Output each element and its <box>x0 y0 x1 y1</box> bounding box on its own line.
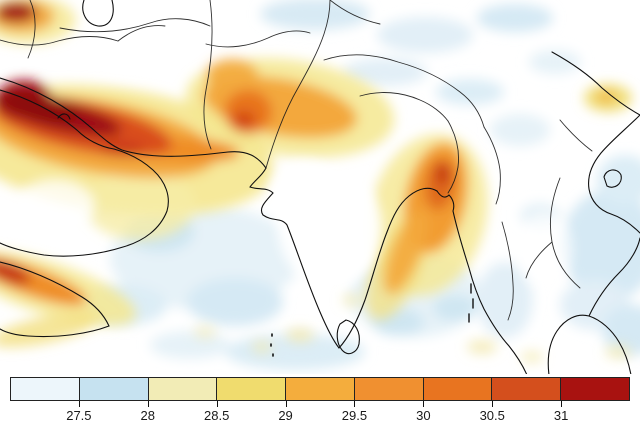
persian-gulf-north-coast <box>0 77 267 169</box>
colorbar-segment <box>147 378 217 400</box>
colorbar: 27.5 28 28.5 29 29.5 30 30.5 31 <box>0 374 640 427</box>
colorbar-tick-label: 29.5 <box>341 408 368 423</box>
persian-gulf-south-coast <box>0 89 115 150</box>
maldives-dots <box>270 333 274 357</box>
colorbar-bar <box>10 377 630 401</box>
horn-of-africa-coast <box>0 261 110 338</box>
sri-lanka-coast <box>336 319 360 355</box>
colorbar-tick <box>561 401 563 407</box>
arabian-peninsula-coast <box>0 148 169 257</box>
hainan-island-coast <box>603 169 622 188</box>
colorbar-tick <box>285 401 287 407</box>
neutral-land-masks <box>15 26 573 288</box>
colorbar-segment <box>216 378 286 400</box>
colorbar-segment <box>560 378 630 400</box>
colorbar-tick-label: 28 <box>140 408 155 423</box>
colorbar-tick <box>216 401 218 407</box>
gulf-of-tonkin-coast <box>588 114 640 234</box>
colorbar-segment <box>78 378 148 400</box>
colorbar-ticks <box>10 401 630 408</box>
andaman-islands <box>468 283 474 323</box>
caspian-sea-coast <box>82 0 114 27</box>
colorbar-tick <box>78 401 80 407</box>
colorbar-tick-label: 29 <box>278 408 293 423</box>
colorbar-segment <box>422 378 492 400</box>
colorbar-tick-label: 30 <box>416 408 431 423</box>
border-layer <box>0 0 593 321</box>
colorbar-tick-label: 31 <box>553 408 569 423</box>
colorbar-labels: 27.5 28 28.5 29 29.5 30 30.5 31 <box>10 408 630 425</box>
colorbar-tick <box>354 401 356 407</box>
colorbar-tick-label: 27.5 <box>66 408 92 423</box>
coastline-layer <box>0 0 640 374</box>
colorbar-tick-label: 30.5 <box>479 408 505 423</box>
colorbar-segment <box>353 378 423 400</box>
india-east-coast <box>338 187 438 349</box>
vietnam-coast <box>588 237 640 317</box>
colorbar-segment <box>491 378 561 400</box>
india-west-coast <box>249 167 340 349</box>
colorbar-tick <box>147 401 149 407</box>
bangladesh-myanmar-coast <box>436 190 528 374</box>
qatar-coast <box>57 113 71 120</box>
colorbar-tick <box>423 401 425 407</box>
colorbar-tick <box>492 401 494 407</box>
map-canvas <box>0 0 640 374</box>
colorbar-tick-label: 28.5 <box>204 408 230 423</box>
china-coast <box>551 51 640 116</box>
colorbar-segment <box>285 378 354 400</box>
colorbar-segment <box>11 378 79 400</box>
